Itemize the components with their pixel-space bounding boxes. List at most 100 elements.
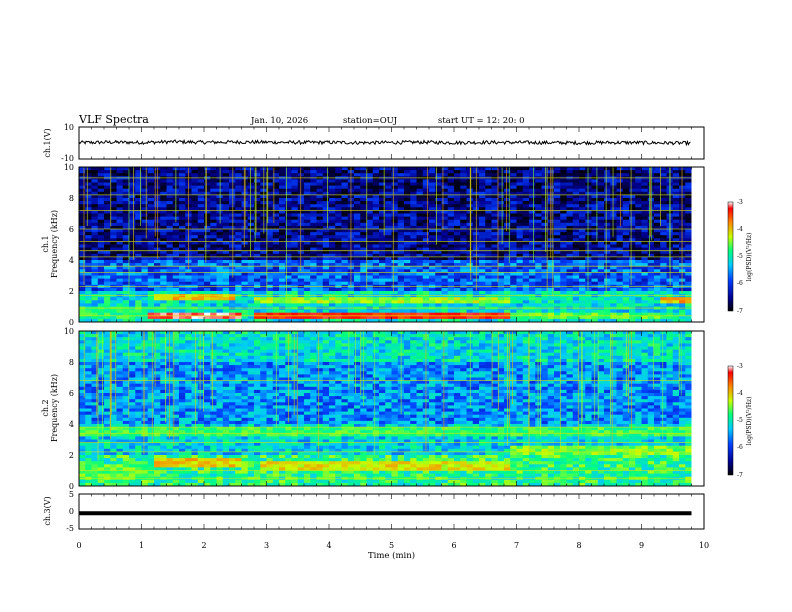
spectrogram-cell xyxy=(572,179,580,183)
spectrogram-cell xyxy=(116,266,124,270)
spectrogram-cell xyxy=(354,318,361,323)
spectrogram-cell xyxy=(116,303,124,307)
spectrogram-cell xyxy=(272,167,280,171)
spectrogram-cell xyxy=(304,182,311,186)
spectrogram-cell xyxy=(366,219,374,224)
spectrogram-cell xyxy=(422,185,430,190)
spectrogram-cell xyxy=(341,173,349,177)
spectrogram-cell xyxy=(110,244,117,248)
spectrogram-cell xyxy=(197,303,205,307)
spectrogram-cell xyxy=(297,278,305,283)
spectrogram-cell xyxy=(510,229,517,233)
spectrogram-cell xyxy=(641,278,649,283)
spectrogram-cell xyxy=(335,272,342,276)
spectrogram-cell xyxy=(372,241,380,245)
spectrogram-cell xyxy=(391,269,399,273)
spectrogram-cell xyxy=(354,222,361,227)
spectrogram-cell xyxy=(591,201,599,205)
spectrogram-cell xyxy=(191,229,199,233)
spectrogram-cell xyxy=(197,185,205,190)
spectrogram-cell xyxy=(397,272,405,276)
spectrogram-cell xyxy=(279,222,286,227)
spectrogram-cell xyxy=(629,291,636,295)
spectrogram-cell xyxy=(341,253,349,258)
spectrogram-cell xyxy=(554,272,561,276)
spectrogram-cell xyxy=(397,232,405,236)
spectrogram-cell xyxy=(97,291,105,295)
ch1-wave-xticks xyxy=(78,127,705,159)
spectrogram-cell xyxy=(660,250,667,255)
spectrogram-cell xyxy=(360,260,367,264)
spectrogram-cell xyxy=(197,216,205,221)
spectrogram-cell xyxy=(447,266,455,270)
spectrogram-cell xyxy=(122,238,130,242)
spectrogram-cell xyxy=(147,216,155,221)
spectrogram-cell xyxy=(166,225,174,230)
spectrogram-cell xyxy=(410,247,417,252)
spectrogram-cell xyxy=(410,275,417,279)
spectrogram-cell xyxy=(304,232,311,236)
spectrogram-cell xyxy=(404,207,411,211)
spectrogram-cell xyxy=(454,185,461,190)
spectrogram-cell xyxy=(560,219,567,224)
spectrogram-cell xyxy=(554,229,561,233)
spectrogram-cell xyxy=(110,272,117,276)
spectrogram-cell xyxy=(79,188,86,193)
spectrogram-cell xyxy=(235,260,242,264)
spectrogram-cell xyxy=(391,287,399,292)
spectrogram-cell xyxy=(441,287,449,292)
spectrogram-cell xyxy=(179,191,186,196)
spectrogram-cell xyxy=(447,241,455,245)
spectrogram-cell xyxy=(441,170,449,174)
spectrogram-cell xyxy=(354,278,361,283)
spectrogram-cell xyxy=(304,278,311,283)
spectrogram-cell xyxy=(222,300,230,304)
spectrogram-cell xyxy=(285,287,292,292)
spectrogram-cell xyxy=(141,263,149,267)
spectrogram-cell xyxy=(229,256,236,261)
spectrogram-cell xyxy=(622,219,630,224)
spectrogram-cell xyxy=(285,222,292,227)
spectrogram-cell xyxy=(310,235,317,239)
spectrogram-cell xyxy=(141,269,149,273)
spectrogram-cell xyxy=(179,281,186,286)
spectrogram-cell xyxy=(185,318,192,323)
spectrogram-cell xyxy=(154,278,161,283)
spectrogram-cell xyxy=(129,207,136,211)
spectrogram-cell xyxy=(660,173,667,177)
spectrogram-cell xyxy=(441,173,449,177)
spectrogram-cell xyxy=(147,225,155,230)
spectrogram-cell xyxy=(260,232,267,236)
spectrogram-cell xyxy=(410,210,417,214)
spectrogram-cell xyxy=(441,256,449,261)
spectrogram-cell xyxy=(447,253,455,258)
spectrogram-cell xyxy=(554,256,561,261)
spectrogram-cell xyxy=(597,269,605,273)
spectrogram-cell xyxy=(116,263,124,267)
spectrogram-cell xyxy=(310,204,317,208)
spectrogram-cell xyxy=(504,216,511,221)
spectrogram-cell xyxy=(491,238,499,242)
spectrogram-cell xyxy=(341,219,349,224)
spectrogram-cell xyxy=(160,222,167,227)
spectrogram-cell xyxy=(610,222,617,227)
spectrogram-cell xyxy=(535,194,542,199)
spectrogram-cell xyxy=(316,170,324,174)
spectrogram-cell xyxy=(479,253,486,258)
spectrogram-cell xyxy=(572,229,580,233)
spectrogram-cell xyxy=(604,253,611,258)
spectrogram-cell xyxy=(541,201,549,205)
spectrogram-cell xyxy=(566,170,574,174)
spectrogram-cell xyxy=(166,207,174,211)
spectrogram-cell xyxy=(572,244,580,248)
spectrogram-cell xyxy=(485,185,492,190)
spectrogram-cell xyxy=(660,309,667,314)
spectrogram-cell xyxy=(210,167,217,171)
spectrogram-cell xyxy=(216,247,224,252)
spectrogram-cell xyxy=(641,170,649,174)
spectrogram-cell xyxy=(466,260,474,264)
spectrogram-cell xyxy=(191,247,199,252)
spectrogram-cell xyxy=(197,263,205,267)
spectrogram-cell xyxy=(629,210,636,214)
spectrogram-cell xyxy=(660,278,667,283)
